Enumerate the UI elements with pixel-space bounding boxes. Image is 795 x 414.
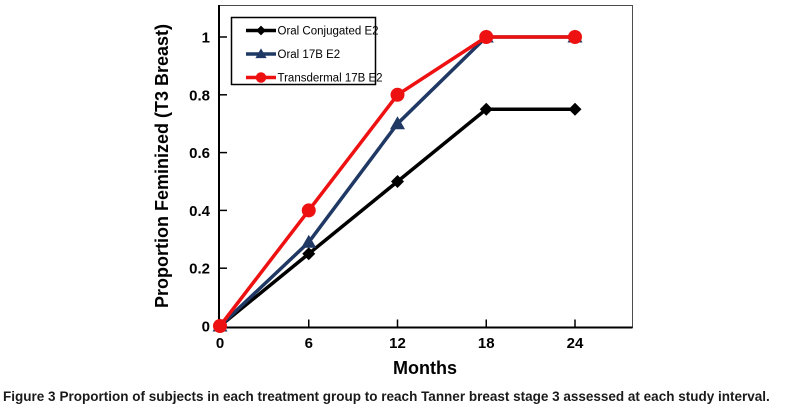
legend-box	[230, 16, 377, 86]
x-tick-label: 12	[389, 335, 406, 352]
data-point	[568, 30, 582, 44]
legend-item: Transdermal 17B E2	[246, 72, 383, 85]
y-axis-title: Proportion Feminized (T3 Breast)	[152, 24, 172, 308]
x-tick-label: 0	[216, 335, 224, 352]
x-axis-title: Months	[393, 358, 457, 378]
data-point	[301, 234, 317, 248]
legend-marker	[255, 72, 267, 83]
data-point	[568, 102, 582, 116]
y-tick-label: 0.4	[189, 203, 211, 220]
figure-caption-label: Figure 3	[3, 389, 56, 404]
data-point	[301, 203, 316, 218]
figure-caption: Figure 3 Proportion of subjects in each t…	[3, 388, 783, 405]
y-tick-label: 0.6	[189, 145, 210, 162]
data-point	[479, 30, 494, 44]
x-tick-label: 6	[305, 335, 313, 352]
legend-item-label: Transdermal 17B E2	[278, 73, 383, 85]
data-point	[390, 87, 405, 102]
series-line	[218, 107, 575, 328]
legend-marker	[255, 48, 267, 59]
legend-marker	[256, 25, 266, 36]
x-tick-label: 24	[567, 335, 584, 352]
series-diamond	[213, 102, 582, 333]
x-tick-label: 18	[478, 335, 495, 352]
axis-ticks	[219, 36, 576, 327]
figure-caption-text: Proportion of subjects in each treatment…	[59, 389, 770, 404]
data-point	[213, 319, 227, 333]
data-point	[479, 102, 493, 116]
chart-legend: Oral Conjugated E2 Oral 17B E2 Transdermal…	[230, 16, 383, 86]
data-point	[390, 116, 405, 130]
legend-item: Oral 17B E2	[246, 48, 340, 61]
data-series	[212, 29, 583, 333]
legend-item: Oral Conjugated E2	[246, 26, 379, 38]
legend-item-label: Oral 17B E2	[278, 49, 341, 61]
line-chart: 0 6 12 18 24 0 0.2 0.4 0.6 0.8 1 Oral Conjugated E…	[152, 5, 633, 378]
axis-tick-labels: 0 6 12 18 24 0 0.2 0.4 0.6 0.8 1	[189, 30, 584, 353]
data-point	[391, 175, 404, 188]
y-tick-label: 0.2	[189, 261, 210, 278]
y-tick-label: 0.8	[189, 87, 210, 104]
y-tick-label: 0	[202, 319, 210, 336]
series-circle	[213, 30, 582, 333]
legend-item-label: Oral Conjugated E2	[278, 26, 379, 38]
y-tick-label: 1	[202, 30, 210, 47]
data-point	[302, 247, 316, 261]
